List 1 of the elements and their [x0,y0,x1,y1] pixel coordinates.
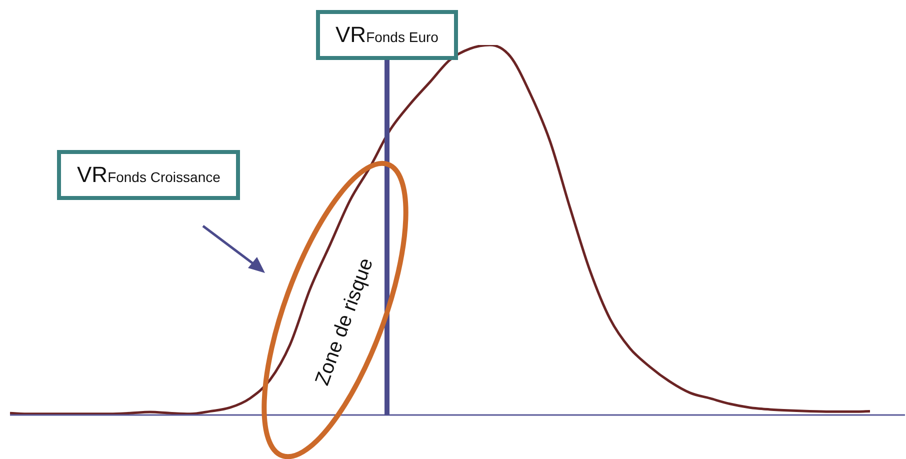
annotation: Zone de risque [311,255,379,389]
